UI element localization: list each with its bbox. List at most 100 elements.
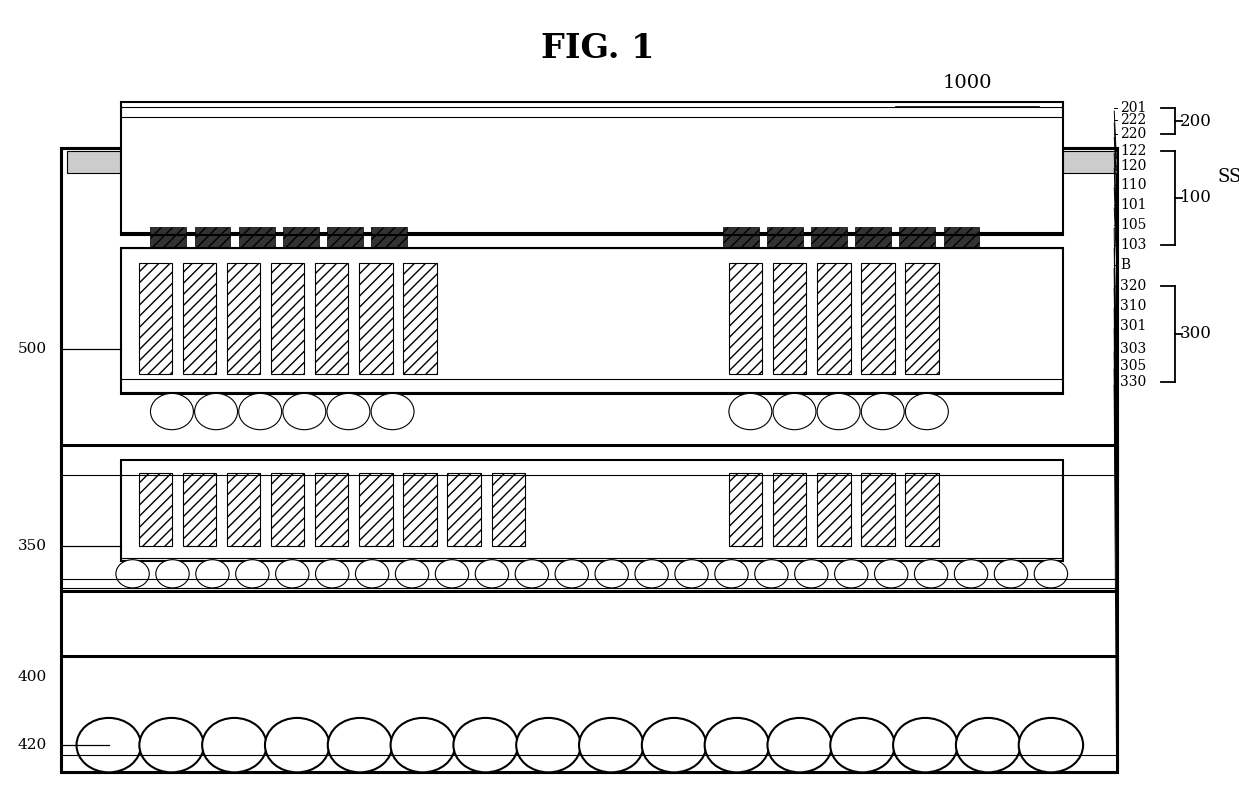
Text: 300: 300 <box>1180 325 1212 342</box>
Bar <box>195 227 230 248</box>
Circle shape <box>875 560 908 588</box>
Bar <box>855 227 891 248</box>
Circle shape <box>705 718 769 773</box>
Text: 400: 400 <box>17 670 47 684</box>
Circle shape <box>675 560 709 588</box>
Bar <box>120 102 1063 233</box>
Circle shape <box>156 560 190 588</box>
Bar <box>327 227 363 248</box>
Circle shape <box>476 560 509 588</box>
Bar <box>120 248 1063 395</box>
Circle shape <box>202 718 266 773</box>
Text: 420: 420 <box>17 738 47 752</box>
Text: 220: 220 <box>1120 127 1146 142</box>
Circle shape <box>994 560 1027 588</box>
Text: 303: 303 <box>1120 342 1146 356</box>
Bar <box>67 150 1116 172</box>
Circle shape <box>265 718 330 773</box>
Circle shape <box>1035 560 1068 588</box>
Bar <box>722 227 758 248</box>
Text: 350: 350 <box>17 539 47 553</box>
Text: 201: 201 <box>1120 101 1146 115</box>
Circle shape <box>914 560 948 588</box>
Circle shape <box>239 393 281 430</box>
Text: 222: 222 <box>1120 113 1146 127</box>
Text: 310: 310 <box>1120 299 1146 313</box>
Circle shape <box>595 560 628 588</box>
Circle shape <box>835 560 869 588</box>
Circle shape <box>642 718 706 773</box>
Circle shape <box>150 393 193 430</box>
Circle shape <box>517 718 581 773</box>
Circle shape <box>861 393 904 430</box>
Bar <box>767 227 803 248</box>
Circle shape <box>1018 718 1083 773</box>
Circle shape <box>328 718 393 773</box>
Circle shape <box>818 393 860 430</box>
Circle shape <box>195 393 238 430</box>
Circle shape <box>453 718 518 773</box>
Text: 320: 320 <box>1120 278 1146 293</box>
Bar <box>447 473 481 545</box>
Bar <box>239 227 275 248</box>
Bar <box>944 227 979 248</box>
Circle shape <box>390 718 455 773</box>
Circle shape <box>954 560 987 588</box>
Text: B: B <box>1120 258 1130 273</box>
Circle shape <box>555 560 589 588</box>
Bar <box>150 227 186 248</box>
Bar <box>492 473 525 545</box>
Circle shape <box>116 560 149 588</box>
Circle shape <box>356 560 389 588</box>
Text: 330: 330 <box>1120 375 1146 389</box>
Text: SS: SS <box>1218 167 1239 186</box>
Bar <box>404 473 436 545</box>
Circle shape <box>957 718 1020 773</box>
Text: 122: 122 <box>1120 143 1146 158</box>
Circle shape <box>773 393 817 430</box>
Text: 200: 200 <box>1180 112 1212 129</box>
Bar <box>900 227 935 248</box>
Bar <box>182 264 216 375</box>
Circle shape <box>77 718 141 773</box>
Bar <box>120 460 1063 561</box>
Bar <box>404 264 436 375</box>
Text: 301: 301 <box>1120 319 1146 332</box>
Text: 100: 100 <box>1180 189 1212 206</box>
Circle shape <box>139 718 203 773</box>
Bar <box>818 473 850 545</box>
Text: FIG. 1: FIG. 1 <box>541 32 654 65</box>
Circle shape <box>755 560 788 588</box>
Bar <box>818 264 850 375</box>
Text: 305: 305 <box>1120 359 1146 373</box>
Text: 103: 103 <box>1120 239 1146 252</box>
Bar <box>372 227 406 248</box>
Circle shape <box>435 560 468 588</box>
Bar <box>359 473 393 545</box>
Circle shape <box>794 560 828 588</box>
Bar <box>182 473 216 545</box>
Bar <box>271 264 305 375</box>
Circle shape <box>372 393 414 430</box>
Bar <box>61 147 1116 773</box>
Bar <box>139 264 172 375</box>
Bar <box>227 473 260 545</box>
Circle shape <box>893 718 958 773</box>
Bar <box>282 227 318 248</box>
Circle shape <box>316 560 349 588</box>
Circle shape <box>196 560 229 588</box>
Text: 500: 500 <box>17 342 47 356</box>
Circle shape <box>634 560 668 588</box>
Text: 1000: 1000 <box>943 74 992 92</box>
Text: 110: 110 <box>1120 178 1146 192</box>
Circle shape <box>395 560 429 588</box>
Bar <box>906 264 939 375</box>
Bar <box>139 473 172 545</box>
Bar <box>227 264 260 375</box>
Circle shape <box>275 560 309 588</box>
Circle shape <box>327 393 370 430</box>
Bar <box>773 264 807 375</box>
Circle shape <box>729 393 772 430</box>
Bar <box>861 473 895 545</box>
Bar <box>359 264 393 375</box>
